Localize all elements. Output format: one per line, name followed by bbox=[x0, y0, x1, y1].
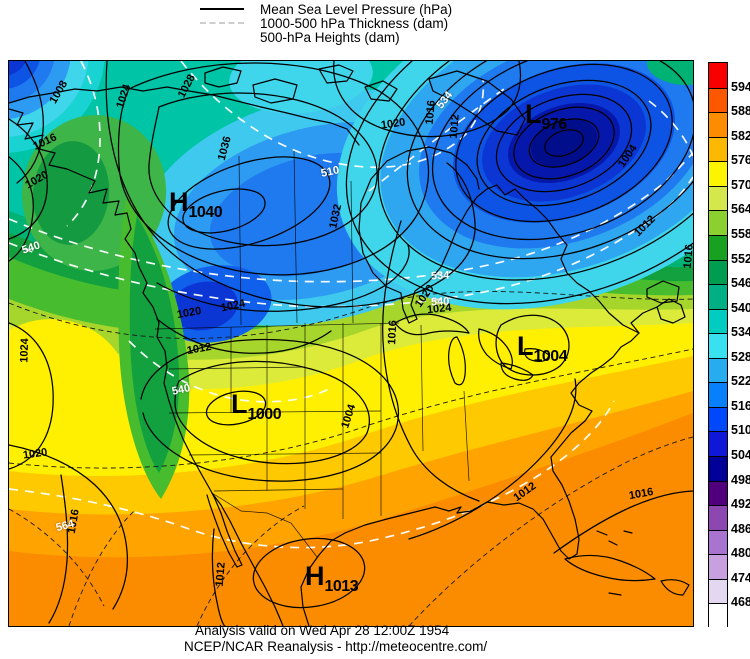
colorbar-tick-label: 546 bbox=[731, 276, 750, 291]
colorbar-segment bbox=[709, 357, 727, 383]
colorbar-tick-label: 588 bbox=[731, 104, 750, 119]
colorbar-segment bbox=[709, 112, 727, 137]
isobar-label: 1012 bbox=[447, 113, 462, 140]
colorbar-segment bbox=[709, 259, 727, 285]
colorbar-segment bbox=[709, 210, 727, 235]
colorbar-tick-label: 486 bbox=[731, 521, 750, 536]
pressure-center-H1013: H1013 bbox=[305, 561, 359, 595]
pressure-center-value: 1000 bbox=[247, 406, 282, 423]
colorbar-segment bbox=[709, 554, 727, 579]
colorbar-tick-label: 534 bbox=[731, 325, 750, 340]
colorbar-tick-labels: 594 588 582 576 570 564 558 552 546 540 534 528 522 5… bbox=[731, 62, 750, 627]
colorbar-tick-label: 468 bbox=[731, 595, 750, 610]
colorbar-tick-label: 540 bbox=[731, 300, 750, 315]
pressure-center-L1004: L1004 bbox=[517, 331, 568, 365]
colorbar-tick-label: 576 bbox=[731, 153, 750, 168]
colorbar-tick-label: 552 bbox=[731, 251, 750, 266]
pressure-center-value: 1040 bbox=[188, 204, 223, 221]
colorbar-tick-label: 492 bbox=[731, 497, 750, 512]
colorbar-segment bbox=[709, 333, 727, 358]
colorbar-segment bbox=[709, 284, 727, 309]
map-graphics bbox=[9, 61, 693, 626]
legend-label-heights: 500-hPa Heights (dam) bbox=[260, 29, 400, 45]
colorbar-tick-label: 504 bbox=[731, 448, 750, 463]
pressure-center-value: 1004 bbox=[533, 348, 568, 365]
colorbar-segment bbox=[709, 431, 727, 456]
isobar-label: 1016 bbox=[681, 243, 696, 270]
pressure-center-letter: L bbox=[525, 99, 542, 129]
analysis-valid-text: Analysis valid on Wed Apr 28 12:00Z 1954 bbox=[195, 623, 450, 638]
height-colorbar bbox=[708, 62, 728, 628]
colorbar-tick-label: 510 bbox=[731, 423, 750, 438]
legend-row-mslp: Mean Sea Level Pressure (hPa) bbox=[200, 1, 620, 17]
dashed-line-sample bbox=[200, 22, 244, 24]
political-borders bbox=[154, 150, 470, 558]
isobar-label: 1016 bbox=[386, 319, 400, 346]
colorbar-segment bbox=[709, 578, 727, 604]
colorbar-tick-label: 474 bbox=[731, 570, 750, 585]
pressure-center-letter: L bbox=[231, 389, 248, 419]
pressure-center-value: 976 bbox=[541, 116, 568, 133]
isobar-label: 1012 bbox=[213, 561, 228, 588]
pressure-center-value: 1013 bbox=[324, 578, 359, 595]
colorbar-segment bbox=[709, 185, 727, 211]
data-source-text: NCEP/NCAR Reanalysis - http://meteocentr… bbox=[184, 639, 488, 654]
legend-label-mslp: Mean Sea Level Pressure (hPa) bbox=[260, 1, 453, 17]
solid-line-sample bbox=[200, 8, 244, 10]
coastlines bbox=[9, 64, 690, 626]
colorbar-segment bbox=[709, 406, 727, 432]
pressure-center-L1000: L1000 bbox=[231, 389, 282, 423]
colorbar-tick-label: 480 bbox=[731, 546, 750, 561]
colorbar-tick-label: 528 bbox=[731, 349, 750, 364]
colorbar-tick-label: 582 bbox=[731, 128, 750, 143]
colorbar-segment bbox=[709, 382, 727, 407]
colorbar-tick-label: 564 bbox=[731, 202, 750, 217]
pressure-center-H1040: H1040 bbox=[169, 187, 223, 221]
colorbar-segment bbox=[709, 63, 727, 88]
colorbar-tick-label: 594 bbox=[731, 79, 750, 94]
colorbar-segment bbox=[709, 234, 727, 260]
pressure-center-letter: H bbox=[169, 187, 189, 217]
colorbar-segment bbox=[709, 456, 727, 481]
thickness-label: 540 bbox=[430, 295, 450, 309]
pressure-center-letter: L bbox=[517, 331, 534, 361]
colorbar-tick-label: 498 bbox=[731, 472, 750, 487]
pressure-center-L976: L976 bbox=[525, 101, 567, 133]
colorbar-segment bbox=[709, 480, 727, 506]
legend: Mean Sea Level Pressure (hPa) 1000-500 h… bbox=[200, 1, 620, 45]
legend-label-thickness: 1000-500 hPa Thickness (dam) bbox=[260, 15, 449, 31]
colorbar-segment bbox=[709, 308, 727, 334]
isobar-label: 1024 bbox=[18, 338, 32, 363]
colorbar-segment bbox=[709, 136, 727, 162]
legend-row-heights: 500-hPa Heights (dam) bbox=[200, 29, 620, 45]
weather-map: 1008 1016 1020 1024 1028 1036 1032 1020 1016 1012… bbox=[8, 60, 696, 627]
isobars bbox=[9, 61, 693, 626]
colorbar-segment bbox=[709, 603, 727, 628]
colorbar-tick-label: 522 bbox=[731, 374, 750, 389]
colorbar-tick-label: 570 bbox=[731, 177, 750, 192]
legend-row-thickness: 1000-500 hPa Thickness (dam) bbox=[200, 15, 620, 31]
colorbar-segment bbox=[709, 161, 727, 186]
height-contours bbox=[9, 291, 693, 626]
colorbar-tick-label: 558 bbox=[731, 226, 750, 241]
colorbar-segment bbox=[709, 529, 727, 555]
colorbar-tick-label: 516 bbox=[731, 398, 750, 413]
thickness-label: 534 bbox=[430, 269, 450, 283]
pressure-center-letter: H bbox=[305, 561, 325, 591]
colorbar-segment bbox=[709, 505, 727, 530]
colorbar-segment bbox=[709, 87, 727, 113]
